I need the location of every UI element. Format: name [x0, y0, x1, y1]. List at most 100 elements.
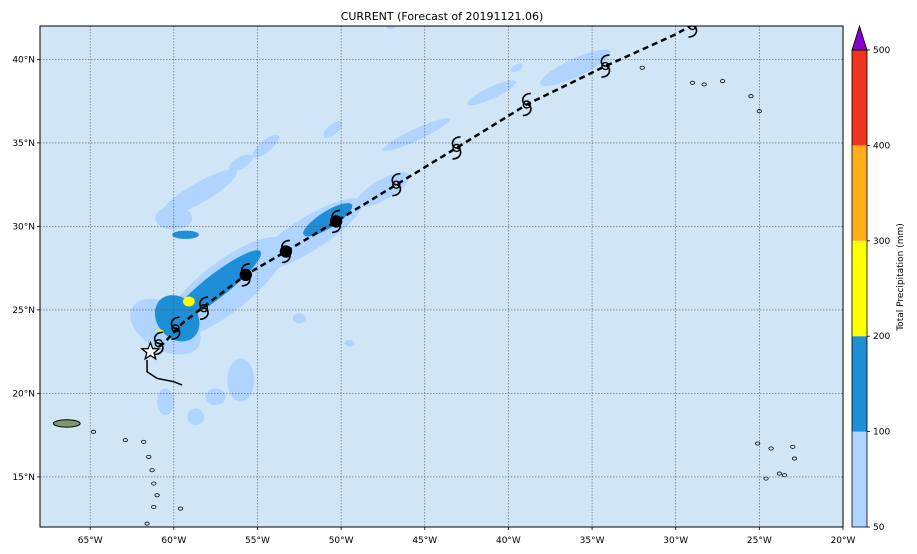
- colorbar-tick-label: 400: [873, 141, 890, 151]
- storm-swirl: [600, 54, 611, 78]
- storm-symbol: [153, 331, 164, 356]
- colorbar-segment: [852, 50, 867, 146]
- observed-track-line: [146, 360, 183, 386]
- island-outline: [122, 438, 128, 443]
- precip-light-area: [228, 154, 253, 172]
- colorbar-tick-label: 50: [873, 523, 885, 533]
- colorbar-tick-label: 500: [873, 46, 890, 56]
- y-tick-label: 35°N: [12, 139, 35, 149]
- storm-eye: [239, 268, 252, 282]
- island-outline: [149, 468, 155, 473]
- storm-symbol: [329, 209, 343, 234]
- precip-light-area: [227, 358, 255, 402]
- colorbar-extend-arrow: [851, 24, 868, 51]
- y-tick-label: 40°N: [12, 55, 35, 65]
- precip-light-area: [540, 49, 611, 87]
- colorbar-segment: [852, 240, 867, 337]
- island-outline: [151, 481, 157, 486]
- island-outline: [151, 504, 157, 509]
- land-area: [52, 419, 81, 428]
- storm-symbol: [170, 316, 181, 341]
- storm-swirl: [153, 331, 164, 356]
- storm-swirl: [451, 136, 462, 160]
- island-outline: [90, 429, 97, 434]
- precip-medium-area: [172, 230, 199, 239]
- colorbar-tick-label: 200: [873, 332, 890, 342]
- storm-eye: [522, 100, 532, 109]
- island-outline: [755, 441, 761, 446]
- island-outline: [146, 454, 152, 459]
- storm-eye: [329, 215, 343, 228]
- storm-symbol: [279, 239, 293, 264]
- colorbar: 50 100 200 300 400 500: [851, 24, 890, 533]
- storm-symbol: [199, 296, 209, 321]
- island-outline: [141, 439, 147, 444]
- island-outline: [719, 79, 726, 84]
- precip-light-area: [382, 118, 450, 151]
- colorbar-segment: [852, 431, 867, 527]
- y-tick-label: 15°N: [12, 473, 35, 483]
- island-outline: [776, 471, 783, 476]
- chart-title: CURRENT (Forecast of 20191121.06): [341, 10, 544, 23]
- precip-light-area: [386, 26, 397, 30]
- x-tick-label: 45°W: [412, 536, 437, 546]
- precip-light-area: [344, 339, 355, 347]
- x-tick-label: 20°W: [831, 536, 856, 546]
- y-tick-label: 25°N: [12, 306, 35, 316]
- storm-swirl: [199, 296, 209, 321]
- storm-eye: [452, 143, 461, 153]
- x-tick-label: 30°W: [663, 536, 688, 546]
- colorbar-tick-label: 300: [873, 237, 890, 247]
- current-position-star: [140, 340, 161, 361]
- plot-frame: [39, 25, 844, 528]
- precip-light-area: [205, 388, 226, 406]
- storm-eye: [688, 26, 697, 31]
- ocean-background: [40, 26, 843, 527]
- plot-area: [40, 26, 843, 527]
- storm-symbol: [600, 54, 611, 78]
- storm-eye: [601, 61, 610, 71]
- colorbar-segment: [852, 145, 867, 241]
- storm-symbol: [239, 263, 252, 287]
- storm-swirl: [522, 92, 532, 117]
- storm-symbol: [451, 136, 462, 160]
- precip-light-area: [252, 134, 280, 158]
- colorbar-tick-label: 100: [873, 428, 890, 438]
- island-outline: [154, 493, 160, 498]
- storm-symbol: [522, 92, 532, 117]
- storm-eye: [199, 304, 209, 313]
- precip-heavy-area: [183, 296, 195, 307]
- x-tick-label: 25°W: [747, 536, 772, 546]
- precip-light-area: [467, 80, 517, 106]
- precip-medium-area: [303, 203, 353, 237]
- island-outline: [748, 94, 754, 99]
- x-tick-label: 65°W: [78, 536, 103, 546]
- storm-swirl: [391, 172, 402, 197]
- y-tick-label: 20°N: [12, 389, 35, 399]
- colorbar-segment: [852, 336, 867, 432]
- island-outline: [768, 446, 774, 451]
- storm-swirl: [170, 316, 181, 341]
- island-outline: [144, 521, 150, 526]
- storm-eye: [171, 324, 180, 333]
- storm-symbol: [391, 172, 402, 197]
- island-outline: [177, 506, 184, 511]
- x-tick-label: 50°W: [329, 536, 354, 546]
- precip-light-area: [160, 169, 237, 217]
- precip-light-area: [292, 313, 306, 324]
- precip-light-area: [323, 121, 343, 138]
- island-outline: [756, 109, 762, 114]
- map-layer: 65°W 60°W 55°W 50°W 45°W 40°W 35°W 30°W 25°W 20°W…: [12, 25, 856, 546]
- precip-light-area: [510, 63, 523, 73]
- island-outline: [790, 444, 796, 449]
- island-outline: [791, 456, 798, 461]
- storm-eye: [279, 245, 293, 258]
- storm-eye: [154, 339, 163, 348]
- island-outline: [701, 82, 707, 87]
- x-tick-label: 40°W: [496, 536, 521, 546]
- storm-eye: [392, 180, 401, 189]
- forecast-track-line: [149, 26, 693, 353]
- y-tick-label: 30°N: [12, 222, 35, 232]
- island-outline: [639, 65, 645, 70]
